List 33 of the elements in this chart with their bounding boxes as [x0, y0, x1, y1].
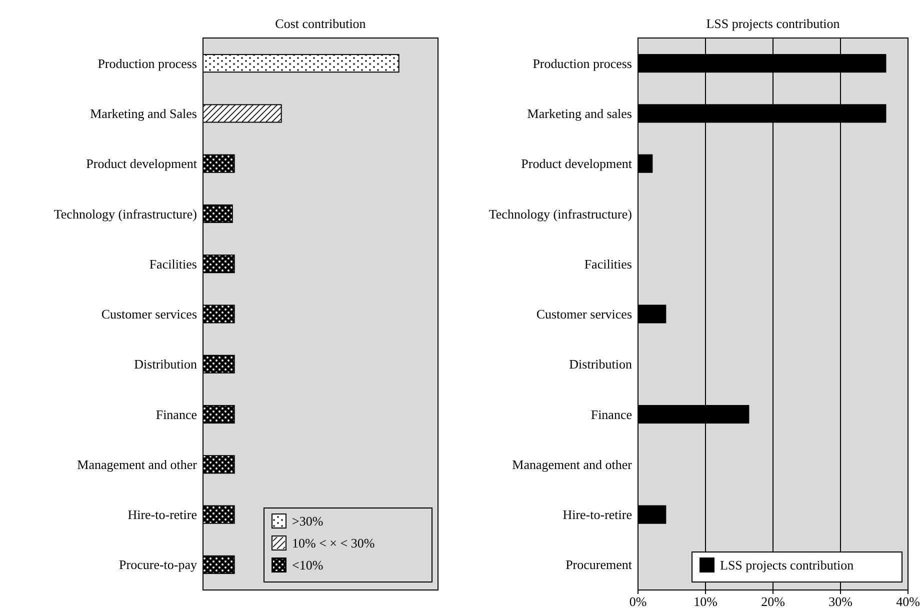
x-tick-label: 0%	[629, 594, 647, 609]
y-tick-label: Facilities	[584, 256, 632, 272]
x-tick-label: 30%	[828, 594, 853, 609]
legend-label: <10%	[292, 558, 324, 573]
chart-title: Cost contribution	[275, 16, 366, 31]
y-tick-label: Customer services	[101, 306, 197, 322]
y-tick-label: Distribution	[569, 356, 632, 372]
y-tick-label: Product development	[521, 156, 632, 172]
y-tick-label: Production process	[98, 56, 197, 71]
y-tick-label: Facilities	[149, 256, 197, 272]
y-tick-label: Procurement	[566, 557, 632, 572]
y-tick-label: Technology (infrastructure)	[488, 206, 632, 222]
chart-title: LSS projects contribution	[706, 16, 840, 31]
legend-label: >30%	[292, 514, 324, 529]
y-tick-label: Hire-to-retire	[128, 507, 198, 522]
legend-label: 10% < × < 30%	[292, 536, 375, 551]
y-tick-label: Management and other	[512, 456, 633, 472]
y-tick-label: Hire-to-retire	[562, 507, 632, 522]
y-tick-label: Finance	[156, 406, 198, 422]
x-tick-label: 40%	[896, 594, 920, 609]
y-tick-label: Technology (infrastructure)	[54, 206, 197, 222]
y-tick-label: Distribution	[134, 356, 198, 372]
y-tick-label: Management and other	[77, 456, 198, 472]
legend-label: LSS projects contribution	[720, 558, 854, 573]
y-tick-label: Procure-to-pay	[119, 557, 198, 572]
x-tick-label: 10%	[694, 594, 718, 609]
y-tick-label: Customer services	[536, 306, 632, 322]
y-tick-label: Product development	[86, 156, 198, 172]
y-tick-label: Finance	[590, 406, 632, 422]
y-tick-label: Marketing and Sales	[90, 106, 197, 122]
y-tick-label: Marketing and sales	[527, 106, 632, 122]
y-tick-label: Production process	[532, 56, 632, 71]
x-tick-label: 20%	[761, 594, 786, 609]
